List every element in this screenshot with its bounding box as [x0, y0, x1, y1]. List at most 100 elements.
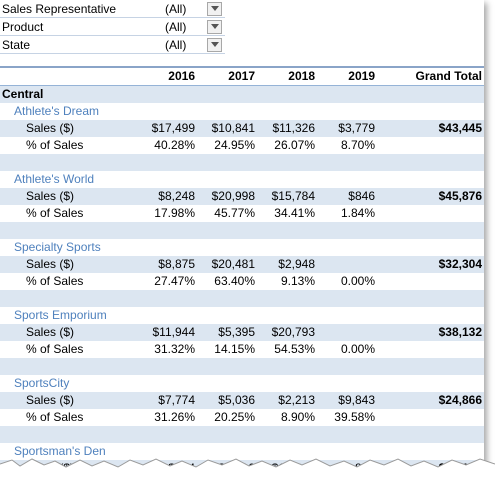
sales-cell[interactable]: $10,841: [211, 121, 255, 135]
percent-row: % of Sales 17.98% 45.77% 34.41% 1.84%: [0, 205, 484, 222]
customer-name[interactable]: Specialty Sports: [14, 240, 101, 254]
pivot-body: Central Athlete's Dream Sales ($) $17,499 $…: [0, 85, 484, 478]
column-header-2017[interactable]: 2017: [228, 69, 255, 83]
sales-cell[interactable]: $20,998: [211, 189, 255, 203]
sales-cell[interactable]: $8,875: [158, 257, 195, 271]
percent-row: % of Sales 31.26% 20.25% 8.90% 39.58%: [0, 409, 484, 426]
sales-row: Sales ($) $8,248 $20,998 $15,784 $846 $45,876: [0, 188, 484, 205]
customer-name[interactable]: SportsCity: [14, 376, 70, 390]
filter-dropdown-button[interactable]: [207, 19, 222, 34]
sales-cell[interactable]: $5,395: [218, 325, 255, 339]
filter-label: Product: [2, 19, 44, 34]
column-header-row: 2016 2017 2018 2019 Grand Total: [0, 66, 484, 85]
percent-cell[interactable]: 26.07%: [274, 138, 315, 152]
row-label-sales[interactable]: Sales ($): [26, 393, 75, 407]
sales-row: Sales ($) $8,875 $20,481 $2,948 $32,304: [0, 256, 484, 273]
filter-row-product: Product (All): [0, 18, 225, 36]
row-label-percent[interactable]: % of Sales: [26, 206, 84, 220]
region-label[interactable]: Central: [2, 87, 44, 101]
sales-cell[interactable]: $2,213: [278, 393, 315, 407]
percent-cell[interactable]: 24.95%: [214, 138, 255, 152]
grand-total-cell[interactable]: $43,445: [438, 121, 482, 135]
percent-cell[interactable]: 0.00%: [340, 274, 375, 288]
filter-value: (All): [165, 19, 187, 34]
percent-cell[interactable]: 63.40%: [214, 274, 255, 288]
customer-name[interactable]: Athlete's Dream: [14, 104, 99, 118]
row-label-percent[interactable]: % of Sales: [26, 410, 84, 424]
customer-row: Sports Emporium: [0, 307, 484, 324]
spacer-row: [0, 290, 484, 307]
spacer-row: [0, 222, 484, 239]
percent-cell[interactable]: 20.25%: [214, 410, 255, 424]
grand-total-cell[interactable]: $45,876: [438, 189, 482, 203]
filter-value: (All): [165, 1, 187, 16]
sales-cell[interactable]: $8,248: [158, 189, 195, 203]
pivot-table-sheet: Sales Representative (All) Product (All)…: [0, 0, 484, 478]
row-label-sales[interactable]: Sales ($): [26, 325, 75, 339]
chevron-down-icon: [210, 42, 219, 47]
sales-cell[interactable]: $2,948: [278, 257, 315, 271]
filter-label: State: [2, 37, 31, 52]
sales-cell[interactable]: $20,793: [271, 325, 315, 339]
filter-dropdown-button[interactable]: [207, 37, 222, 52]
grand-total-cell[interactable]: $24,866: [438, 393, 482, 407]
sales-cell[interactable]: $17,499: [151, 121, 195, 135]
percent-cell[interactable]: 14.15%: [214, 342, 255, 356]
sales-cell[interactable]: $20,481: [211, 257, 255, 271]
row-label-percent[interactable]: % of Sales: [26, 138, 84, 152]
percent-cell[interactable]: 8.90%: [280, 410, 315, 424]
row-label-sales[interactable]: Sales ($): [26, 257, 75, 271]
sales-row: Sales ($) $17,499 $10,841 $11,326 $3,779 $43,…: [0, 120, 484, 137]
percent-cell[interactable]: 0.00%: [340, 342, 375, 356]
grand-total-cell[interactable]: $38,132: [438, 325, 482, 339]
sales-cell[interactable]: $7,774: [158, 393, 195, 407]
sales-row: Sales ($) $7,774 $5,036 $2,213 $9,843 $24,866: [0, 392, 484, 409]
percent-cell[interactable]: 8.70%: [340, 138, 375, 152]
filter-dropdown-button[interactable]: [207, 1, 222, 16]
row-label-sales[interactable]: Sales ($): [26, 121, 75, 135]
column-header-grand-total[interactable]: Grand Total: [415, 69, 482, 83]
column-header-2016[interactable]: 2016: [168, 69, 195, 83]
percent-cell[interactable]: 34.41%: [274, 206, 315, 220]
sales-cell[interactable]: $3,779: [338, 121, 375, 135]
customer-name[interactable]: Sports Emporium: [14, 308, 107, 322]
sales-cell[interactable]: $15,784: [271, 189, 315, 203]
customer-row: Specialty Sports: [0, 239, 484, 256]
report-filters: Sales Representative (All) Product (All)…: [0, 0, 225, 54]
row-label-percent[interactable]: % of Sales: [26, 342, 84, 356]
sales-cell[interactable]: $5,036: [218, 393, 255, 407]
customer-row: SportsCity: [0, 375, 484, 392]
chevron-down-icon: [210, 6, 219, 11]
row-label-sales[interactable]: Sales ($): [26, 189, 75, 203]
percent-cell[interactable]: 39.58%: [334, 410, 375, 424]
percent-cell[interactable]: 9.13%: [280, 274, 315, 288]
torn-edge: [0, 458, 495, 487]
customer-name[interactable]: Athlete's World: [14, 172, 95, 186]
filter-value: (All): [165, 37, 187, 52]
percent-cell[interactable]: 45.77%: [214, 206, 255, 220]
customer-row: Sportsman's Den: [0, 443, 484, 460]
spacer-row: [0, 358, 484, 375]
sales-cell[interactable]: $846: [348, 189, 375, 203]
spacer-row: [0, 154, 484, 171]
percent-cell[interactable]: 40.28%: [154, 138, 195, 152]
row-label-percent[interactable]: % of Sales: [26, 274, 84, 288]
percent-cell[interactable]: 27.47%: [154, 274, 195, 288]
grand-total-cell[interactable]: $32,304: [438, 257, 482, 271]
sales-cell[interactable]: $9,843: [338, 393, 375, 407]
column-header-2018[interactable]: 2018: [288, 69, 315, 83]
region-row: Central: [0, 85, 484, 103]
percent-cell[interactable]: 31.32%: [154, 342, 195, 356]
sales-cell[interactable]: $11,944: [152, 325, 196, 339]
percent-cell[interactable]: 31.26%: [154, 410, 195, 424]
percent-cell[interactable]: 1.84%: [340, 206, 375, 220]
customer-row: Athlete's Dream: [0, 103, 484, 120]
customer-name[interactable]: Sportsman's Den: [14, 444, 106, 458]
sales-row: Sales ($) $11,944 $5,395 $20,793 $38,132: [0, 324, 484, 341]
filter-row-state: State (All): [0, 36, 225, 54]
percent-row: % of Sales 40.28% 24.95% 26.07% 8.70%: [0, 137, 484, 154]
sales-cell[interactable]: $11,326: [272, 121, 316, 135]
percent-cell[interactable]: 54.53%: [274, 342, 315, 356]
column-header-2019[interactable]: 2019: [348, 69, 375, 83]
percent-cell[interactable]: 17.98%: [154, 206, 195, 220]
